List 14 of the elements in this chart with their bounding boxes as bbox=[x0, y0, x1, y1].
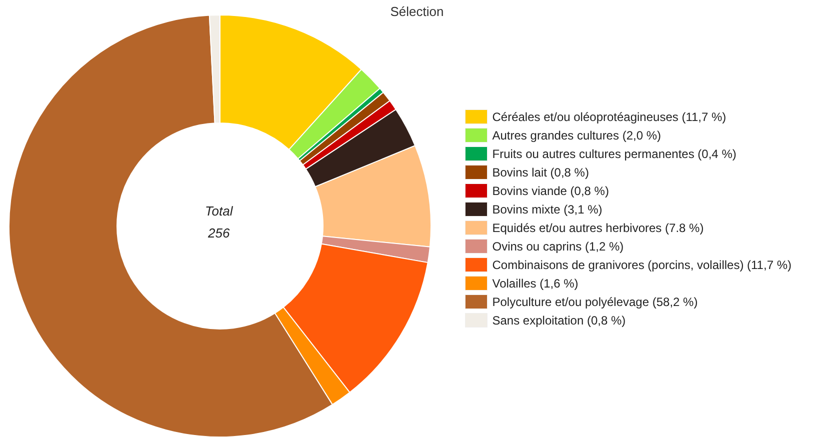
legend-label: Fruits ou autres cultures permanentes (0,4 %) bbox=[492, 146, 736, 161]
legend-label: Polyculture et/ou polyélevage (58,2 %) bbox=[492, 294, 698, 309]
legend-label: Equidés et/ou autres herbivores (7.8 %) bbox=[492, 220, 704, 235]
chart-title: Sélection bbox=[390, 4, 444, 19]
legend-label: Bovins viande (0,8 %) bbox=[492, 184, 609, 198]
text: Total 256 bbox=[204, 204, 234, 240]
legend-label: Ovins ou caprins (1,2 %) bbox=[492, 239, 624, 254]
legend-label: Volailles (1,6 %) bbox=[492, 276, 578, 290]
legend-label: Bovins mixte (3,1 %) bbox=[492, 202, 602, 216]
legend-label: Sans exploitation (0,8 %) bbox=[492, 313, 626, 328]
legend-label: Combinaisons de granivores (porcins, volailles) (11,7 %) bbox=[492, 258, 792, 272]
legend-label: Céréales et/ou oléoprotéagineuses (11,7 %) bbox=[492, 110, 726, 124]
legend-label: Bovins lait (0,8 %) bbox=[492, 165, 589, 180]
legend-label: Autres grandes cultures (2,0 %) bbox=[492, 128, 661, 142]
